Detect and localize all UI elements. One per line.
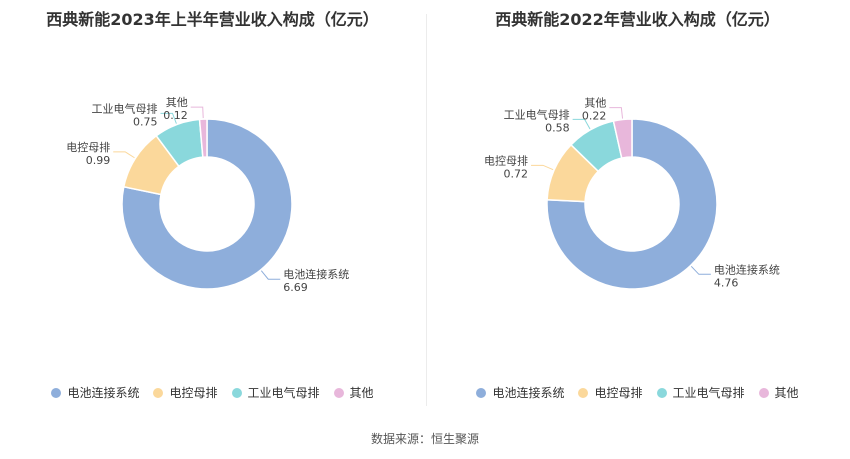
chart-title: 西典新能2022年营业收入构成（亿元） (495, 10, 780, 29)
legend-item-battery[interactable]: 电池连接系统 (476, 384, 564, 401)
legend-item-industrial-busbar[interactable]: 工业电气母排 (231, 384, 320, 401)
slice-value-other: 0.12 (163, 109, 188, 122)
legend-marker (578, 387, 589, 398)
legend-label: 电池连接系统 (67, 386, 140, 400)
slice-value-battery: 6.69 (283, 281, 308, 294)
legend-marker (51, 387, 62, 398)
legend-label: 电控母排 (169, 386, 218, 400)
legend-label: 电池连接系统 (492, 386, 565, 400)
legend-marker (153, 387, 164, 398)
slice-label-industrial-busbar: 工业电气母排 (504, 107, 570, 121)
legend-label: 电控母排 (594, 386, 643, 400)
slice-other[interactable] (612, 118, 633, 160)
legend: 电池连接系统 电控母排 工业电气母排 其他 (425, 384, 850, 401)
chart-title: 西典新能2023年上半年营业收入构成（亿元） (46, 10, 379, 29)
slice-value-industrial-busbar: 0.75 (133, 115, 158, 128)
legend-item-control-busbar[interactable]: 电控母排 (153, 384, 218, 401)
leader-line-control-busbar (113, 151, 135, 159)
legend-marker (656, 387, 667, 398)
legend-label: 工业电气母排 (247, 386, 320, 400)
leader-line-control-busbar (531, 164, 554, 171)
slice-label-other: 其他 (584, 97, 606, 110)
slice-value-battery: 4.76 (714, 276, 739, 289)
leader-line-industrial-busbar (160, 112, 177, 124)
slice-value-control-busbar: 0.99 (86, 154, 111, 167)
slice-label-control-busbar: 电控母排 (66, 140, 110, 154)
slice-label-battery: 电池连接系统 (714, 263, 780, 276)
legend-marker (758, 387, 769, 398)
legend-marker (476, 387, 487, 398)
slice-label-industrial-busbar: 工业电气母排 (91, 101, 157, 115)
legend-marker (333, 387, 344, 398)
chart-panel-2023h1: 西典新能2023年上半年营业收入构成（亿元） 电池连接系统 6.69 电控母排 0.9… (0, 0, 425, 420)
slice-value-industrial-busbar: 0.58 (545, 121, 570, 134)
slice-battery[interactable] (546, 118, 718, 290)
legend-item-other[interactable]: 其他 (758, 384, 799, 401)
legend-marker (231, 387, 242, 398)
legend-item-other[interactable]: 其他 (333, 384, 374, 401)
legend-label: 其他 (774, 386, 799, 400)
legend-item-battery[interactable]: 电池连接系统 (51, 384, 139, 401)
leader-line-battery (690, 265, 711, 275)
slice-other[interactable] (198, 118, 208, 158)
slice-value-other: 0.22 (582, 110, 607, 123)
slice-label-other: 其他 (166, 96, 188, 109)
slice-label-battery: 电池连接系统 (283, 268, 349, 281)
leader-line-other (190, 106, 204, 119)
slice-battery[interactable] (121, 118, 293, 290)
slice-value-control-busbar: 0.72 (504, 167, 528, 180)
chart-panel-2022: 西典新能2022年营业收入构成（亿元） 电池连接系统 4.76 电控母排 0.72 工业… (425, 0, 850, 420)
legend: 电池连接系统 电控母排 工业电气母排 其他 (0, 384, 425, 401)
leader-line-other (609, 107, 624, 119)
panel-divider (426, 14, 427, 406)
leader-line-battery (260, 270, 281, 280)
legend-label: 其他 (349, 386, 374, 400)
leader-line-industrial-busbar (572, 118, 591, 130)
data-source-note: 数据来源：恒生聚源 (370, 432, 479, 446)
slice-label-control-busbar: 电控母排 (484, 153, 528, 167)
legend-item-control-busbar[interactable]: 电控母排 (578, 384, 643, 401)
legend-item-industrial-busbar[interactable]: 工业电气母排 (656, 384, 745, 401)
legend-label: 工业电气母排 (672, 386, 745, 400)
